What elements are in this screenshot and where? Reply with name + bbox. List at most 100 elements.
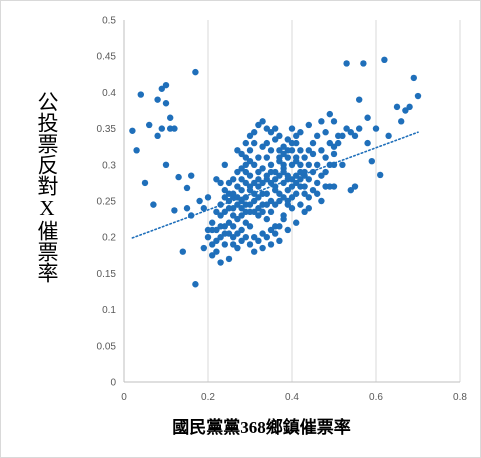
data-point: [246, 186, 254, 194]
data-point: [238, 150, 245, 158]
data-point: [204, 234, 212, 241]
data-points: [129, 56, 422, 288]
data-point: [267, 226, 275, 234]
data-point: [234, 244, 241, 252]
data-point: [209, 252, 216, 259]
data-point: [276, 147, 283, 154]
data-point: [272, 186, 279, 194]
data-point: [162, 161, 170, 168]
data-point: [133, 147, 140, 154]
data-point: [246, 172, 254, 179]
data-point: [242, 219, 249, 226]
data-point: [217, 234, 224, 241]
data-point: [314, 161, 321, 168]
data-point: [234, 183, 241, 190]
data-point: [259, 208, 266, 216]
data-point: [301, 190, 308, 197]
data-point: [288, 125, 296, 132]
data-point: [251, 129, 258, 136]
data-point: [288, 205, 296, 212]
data-point: [326, 139, 333, 147]
data-point: [301, 208, 308, 216]
data-point: [314, 132, 321, 140]
data-point: [309, 139, 317, 147]
data-point: [284, 154, 291, 161]
x-tick-label: 0.2: [201, 392, 215, 403]
data-point: [225, 179, 233, 187]
trendline: [131, 131, 419, 239]
data-point: [309, 186, 317, 194]
data-point: [414, 92, 422, 100]
data-point: [230, 234, 237, 241]
data-point: [221, 186, 228, 194]
data-point: [158, 125, 165, 132]
data-point: [263, 125, 270, 132]
data-point: [297, 161, 304, 168]
data-point: [272, 125, 279, 132]
data-point: [255, 154, 262, 161]
data-point: [242, 179, 249, 187]
data-point: [288, 139, 296, 147]
data-point: [305, 161, 312, 168]
data-point: [347, 129, 354, 136]
data-point: [288, 194, 296, 201]
data-point: [204, 194, 212, 201]
data-point: [255, 121, 262, 129]
data-point: [280, 212, 287, 219]
data-point: [406, 103, 413, 111]
y-axis-label: 公投票反對X催票率: [35, 91, 59, 283]
data-point: [221, 208, 228, 216]
data-point: [276, 197, 283, 205]
data-point: [251, 248, 258, 255]
data-point: [297, 176, 304, 183]
y-tick-label: 0.35: [97, 124, 117, 135]
data-point: [314, 179, 321, 187]
data-point: [150, 201, 157, 208]
data-point: [213, 248, 220, 255]
data-point: [335, 139, 342, 147]
data-point: [267, 129, 275, 136]
data-point: [238, 186, 245, 194]
data-point: [347, 186, 354, 194]
data-point: [263, 201, 270, 208]
data-point: [280, 143, 287, 150]
data-point: [230, 223, 237, 230]
data-point: [213, 176, 220, 183]
x-tick-label: 0: [121, 392, 127, 403]
data-point: [276, 223, 283, 230]
data-point: [293, 219, 300, 226]
data-point: [238, 165, 245, 172]
data-point: [393, 103, 401, 111]
data-point: [305, 147, 312, 154]
data-point: [221, 241, 228, 248]
data-point: [242, 168, 249, 176]
data-point: [322, 183, 329, 190]
data-point: [242, 139, 249, 147]
data-point: [322, 168, 329, 176]
data-point: [267, 197, 275, 205]
data-point: [154, 132, 161, 140]
data-point: [225, 219, 233, 226]
data-point: [305, 176, 312, 183]
y-tick-label: 0.15: [97, 269, 117, 280]
data-point: [162, 81, 170, 89]
x-tick-label: 0.4: [285, 392, 299, 403]
data-point: [255, 183, 262, 190]
data-point: [326, 161, 333, 168]
y-tick-label: 0.2: [102, 233, 116, 244]
data-point: [255, 237, 262, 245]
data-point: [267, 161, 275, 168]
data-point: [234, 147, 241, 154]
data-point: [259, 179, 266, 187]
data-point: [297, 129, 304, 136]
data-point: [251, 179, 258, 187]
data-point: [284, 186, 291, 194]
data-point: [381, 56, 388, 64]
data-point: [288, 161, 296, 168]
data-point: [238, 226, 245, 234]
data-point: [141, 179, 149, 187]
data-point: [238, 212, 245, 219]
data-point: [251, 234, 258, 241]
data-point: [343, 60, 350, 67]
